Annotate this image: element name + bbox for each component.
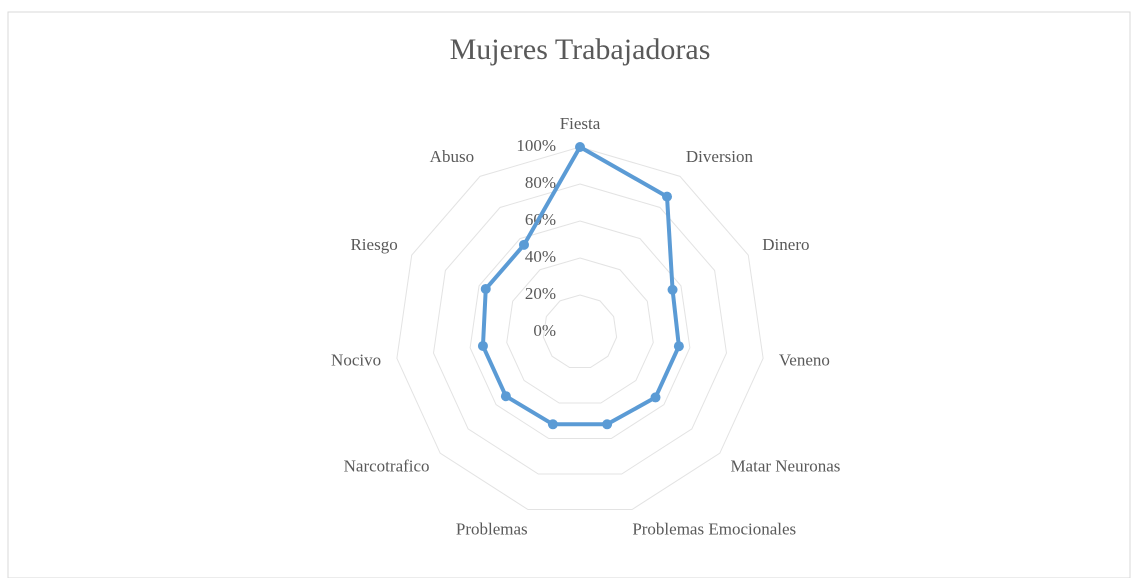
data-point [667,284,678,295]
data-point [650,392,661,403]
category-label: Veneno [779,350,830,369]
chart-title: Mujeres Trabajadoras [450,33,711,66]
category-label: Dinero [762,235,809,254]
grid-ring [432,183,728,475]
data-point [480,283,491,294]
category-label: Nocivo [331,350,381,369]
category-label: Matar Neuronas [730,456,840,475]
data-point [477,340,488,351]
category-label: Narcotrafico [344,456,430,475]
y-tick-label: 80% [525,173,556,192]
y-tick-label: 40% [525,247,556,266]
category-label: Abuso [430,147,474,166]
category-label: Problemas Emocionales [632,520,796,539]
data-point [602,419,613,430]
grid-ring [396,146,764,511]
category-label: Riesgo [350,235,397,254]
series-line [480,145,681,427]
category-label: Fiesta [560,114,601,133]
data-point [673,341,684,352]
y-tick-label: 20% [525,284,556,303]
category-label: Diversion [686,147,754,166]
grid-ring [542,294,618,369]
grid-ring [469,220,691,440]
grid-ring [506,257,654,404]
data-point [518,239,529,250]
y-tick-label: 100% [516,136,556,155]
category-label: Problemas [456,520,528,539]
data-point [575,142,585,152]
data-point [662,191,673,202]
chart-border [7,11,1131,578]
data-point [547,419,558,430]
data-point [500,391,511,402]
